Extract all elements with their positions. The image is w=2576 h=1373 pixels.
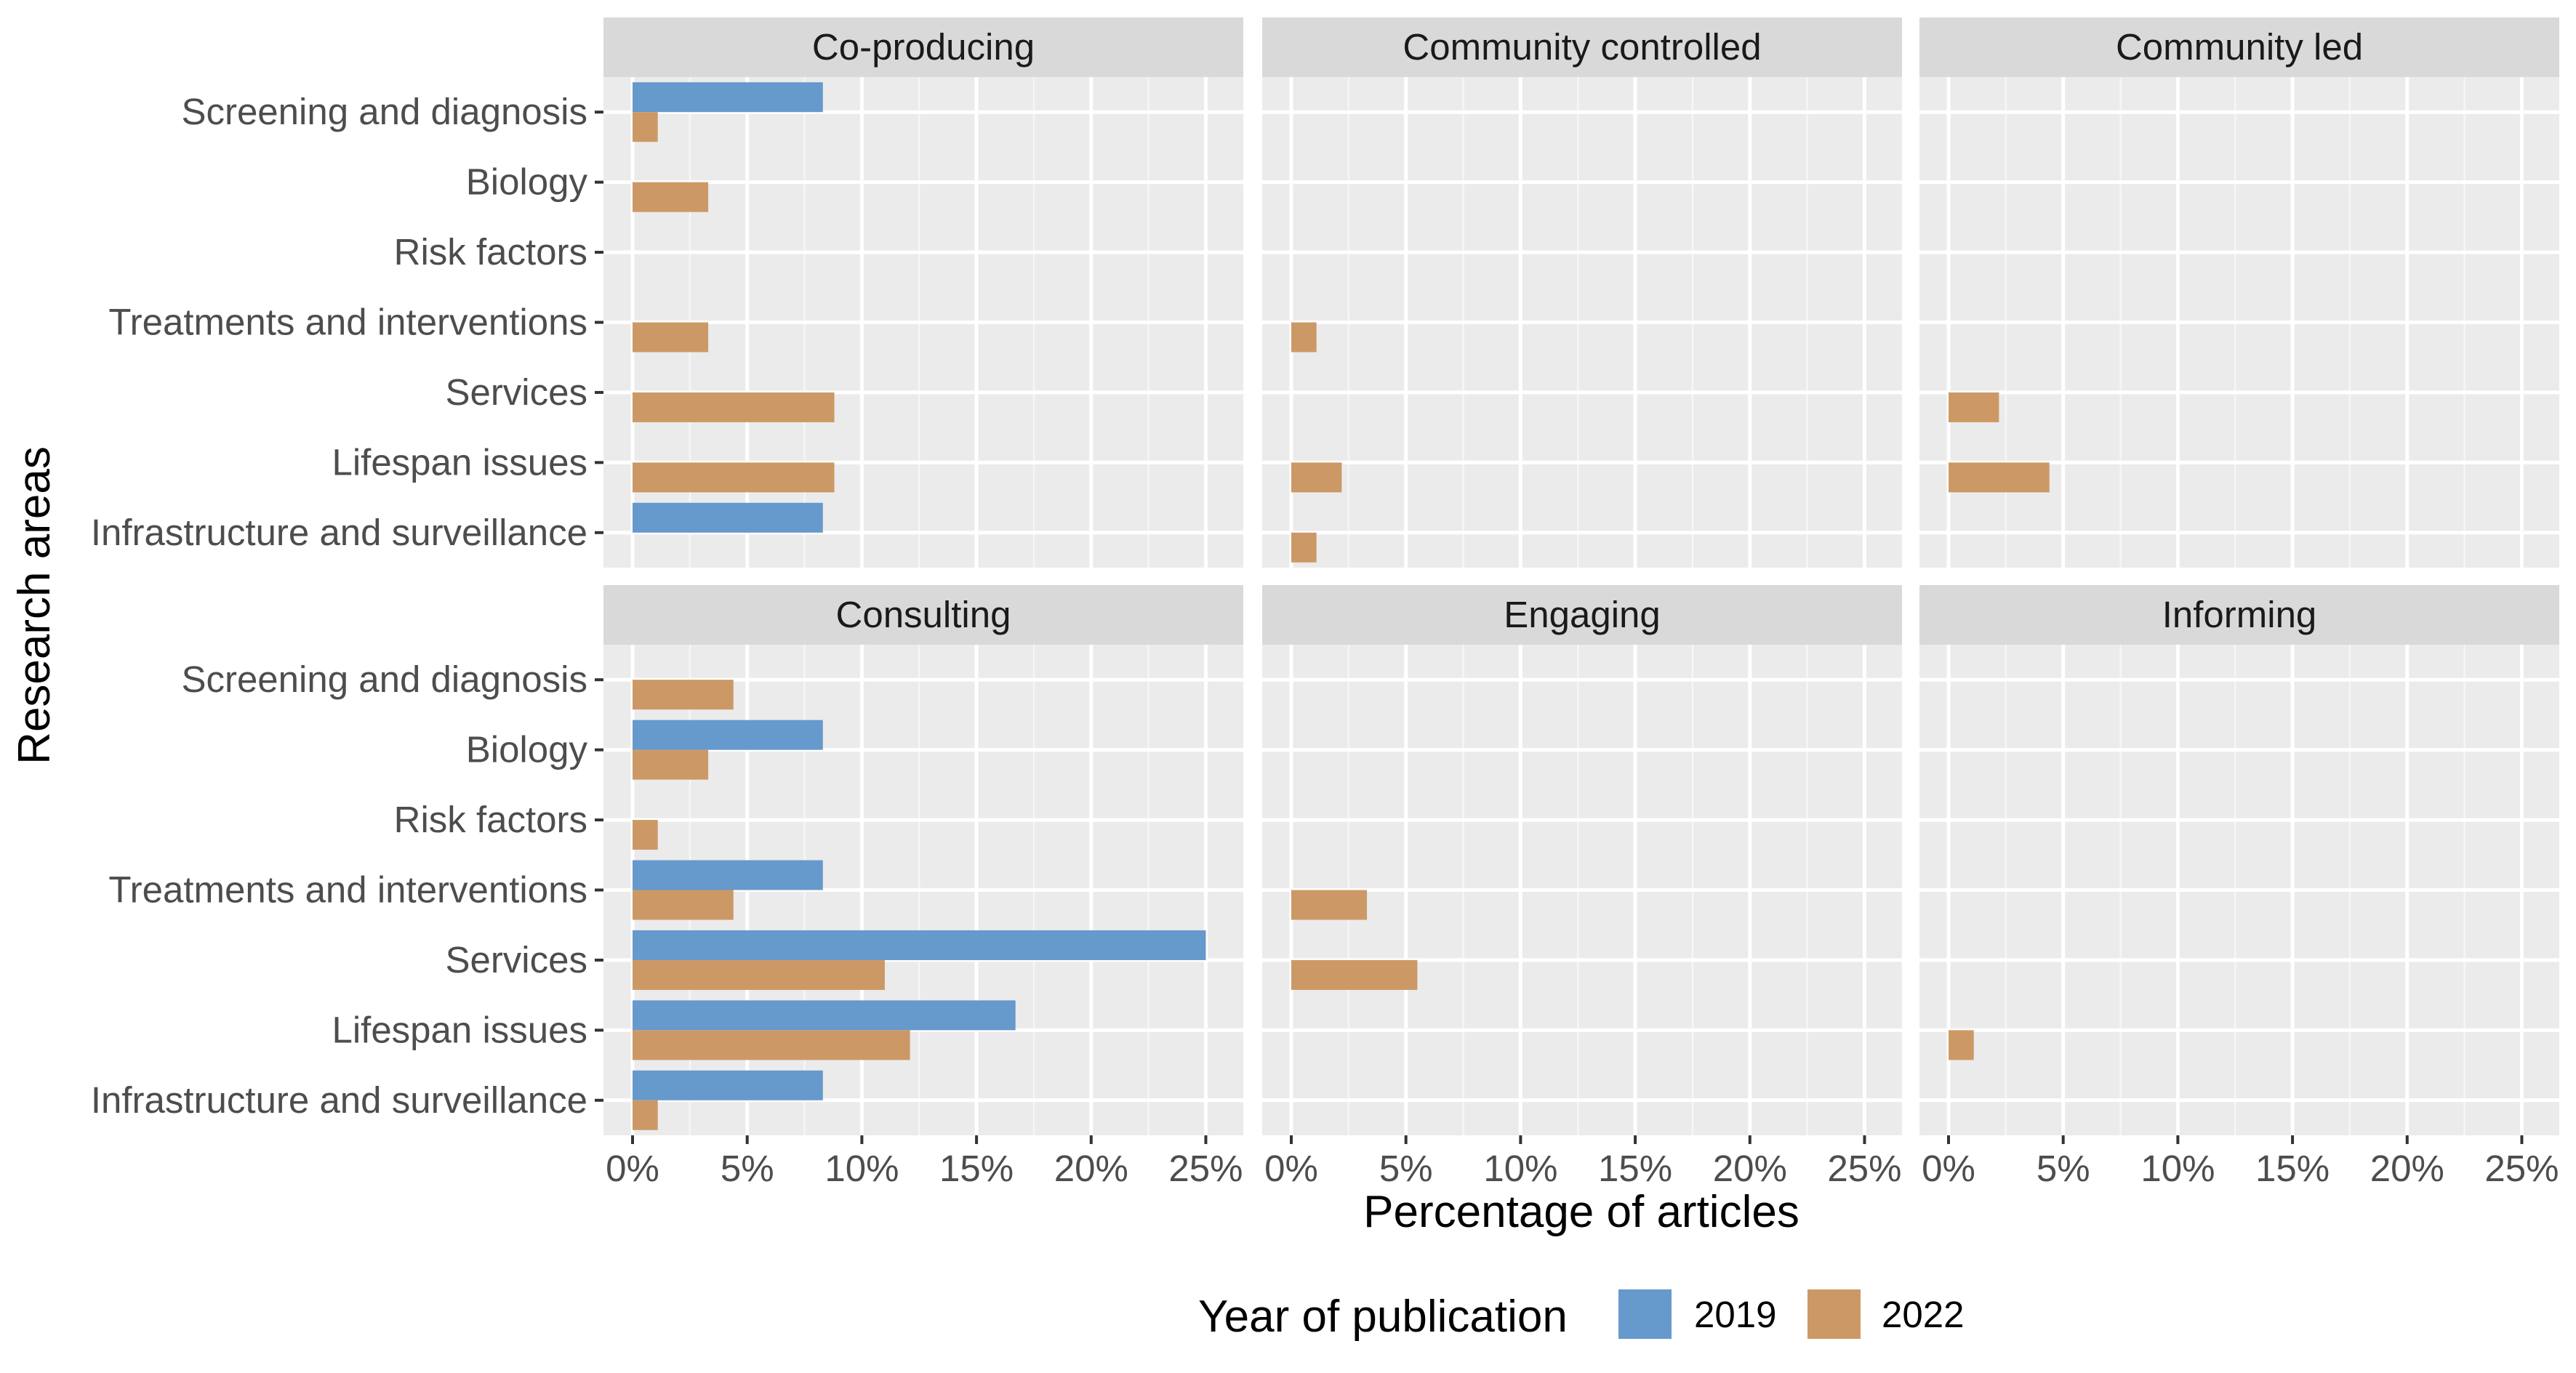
x-tick-label: 20% [2370, 1148, 2444, 1189]
x-tick-label: 20% [1713, 1148, 1787, 1189]
facet-consulting: Consulting Screening and diagnosis Biology… [91, 585, 1243, 1189]
bar-2022 [633, 182, 709, 212]
x-tick-label: 25% [1168, 1148, 1243, 1189]
facet-strip [603, 585, 1243, 645]
x-tick-label: 0% [606, 1148, 659, 1189]
x-tick-label: 15% [1598, 1148, 1672, 1189]
y-tick-label: Biology [466, 161, 588, 203]
legend: Year of publication 2019 2022 [1198, 1289, 1964, 1342]
facet-title: Community controlled [1403, 26, 1761, 68]
x-tick-label: 25% [1827, 1148, 1901, 1189]
legend-key-2022 [1807, 1289, 1861, 1339]
x-tick-label: 15% [939, 1148, 1014, 1189]
facet-panels: Co-producing Screening and diagnosis Biolo… [91, 17, 2559, 1189]
bar-2019 [633, 720, 823, 750]
facet-strip [1919, 17, 2559, 77]
y-axis-title: Research areas [9, 446, 60, 765]
facet-title: Consulting [836, 594, 1011, 635]
facet-community-controlled: Community controlled [1262, 17, 1902, 568]
bar-2022 [1949, 1030, 1974, 1060]
x-tick-label: 5% [1379, 1148, 1433, 1189]
facet-strip [1919, 585, 2559, 645]
y-tick-label: Risk factors [394, 799, 587, 840]
bar-2022 [633, 749, 709, 780]
bar-2022 [633, 322, 709, 353]
facet-title: Community led [2116, 26, 2363, 68]
bar-2022 [1291, 532, 1317, 563]
x-axis-title: Percentage of articles [1363, 1187, 1799, 1237]
bar-2022 [1949, 462, 2050, 493]
bar-2019 [633, 1070, 823, 1100]
y-tick-label: Treatments and interventions [108, 869, 587, 911]
facet-title: Co-producing [812, 26, 1035, 68]
bar-2022 [633, 1030, 910, 1060]
facet-co-producing: Co-producing Screening and diagnosis Biolo… [91, 17, 1243, 568]
facet-community-led: Community led [1919, 17, 2559, 568]
facet-engaging: Engaging 0% 5% 10% 15% 20% 25% [1262, 585, 1902, 1189]
legend-title: Year of publication [1198, 1292, 1568, 1342]
y-tick-label: Infrastructure and surveillance [91, 512, 587, 553]
x-tick-label: 5% [2037, 1148, 2090, 1189]
y-tick-label: Lifespan issues [332, 1009, 587, 1050]
y-tick-label: Infrastructure and surveillance [91, 1079, 587, 1121]
y-tick-label: Services [445, 371, 587, 413]
bar-2019 [633, 930, 1206, 960]
bar-2022 [633, 959, 885, 990]
bar-2019 [633, 860, 823, 890]
legend-items: 2019 2022 [1618, 1289, 1964, 1339]
x-tick-label: 20% [1054, 1148, 1128, 1189]
x-tick-label: 10% [824, 1148, 899, 1189]
bar-2022 [633, 680, 734, 710]
bar-2022 [1291, 462, 1342, 493]
bar-2022 [633, 112, 658, 142]
y-tick-label: Lifespan issues [332, 441, 587, 483]
bar-2022 [1291, 959, 1418, 990]
x-tick-label: 0% [1264, 1148, 1318, 1189]
bar-2022 [1949, 392, 1999, 422]
facet-informing: Informing 0% 5% 10% 15% 20% 25% [1919, 585, 2559, 1189]
bar-2022 [633, 820, 658, 850]
bar-2022 [1291, 322, 1317, 353]
bar-2022 [633, 890, 734, 920]
facet-strip [603, 17, 1243, 77]
y-tick-label: Risk factors [394, 231, 587, 273]
x-tick-label: 10% [2140, 1148, 2215, 1189]
facet-strip [1262, 17, 1902, 77]
x-tick-label: 0% [1922, 1148, 1975, 1189]
y-tick-label: Treatments and interventions [108, 302, 587, 343]
x-tick-label: 15% [2255, 1148, 2330, 1189]
y-tick-label: Screening and diagnosis [181, 659, 587, 700]
bar-2019 [633, 82, 823, 113]
y-tick-label: Screening and diagnosis [181, 91, 587, 132]
legend-label-2019: 2019 [1694, 1294, 1776, 1335]
legend-key-2019 [1618, 1289, 1672, 1339]
x-tick-label: 5% [721, 1148, 774, 1189]
legend-label-2022: 2022 [1882, 1294, 1964, 1335]
bar-2022 [633, 392, 835, 422]
facet-strip [1262, 585, 1902, 645]
bar-2019 [633, 502, 823, 533]
x-tick-label: 25% [2484, 1148, 2559, 1189]
y-tick-label: Services [445, 939, 587, 981]
bar-2022 [633, 462, 835, 493]
x-tick-label: 10% [1483, 1148, 1557, 1189]
bar-2019 [633, 1000, 1016, 1031]
axes: Percentage of articles Research areas [9, 446, 1799, 1237]
bar-2022 [1291, 890, 1368, 920]
facet-title: Informing [2162, 594, 2317, 635]
y-tick-label: Biology [466, 729, 588, 770]
facet-title: Engaging [1504, 594, 1661, 635]
bar-2022 [633, 1100, 658, 1130]
